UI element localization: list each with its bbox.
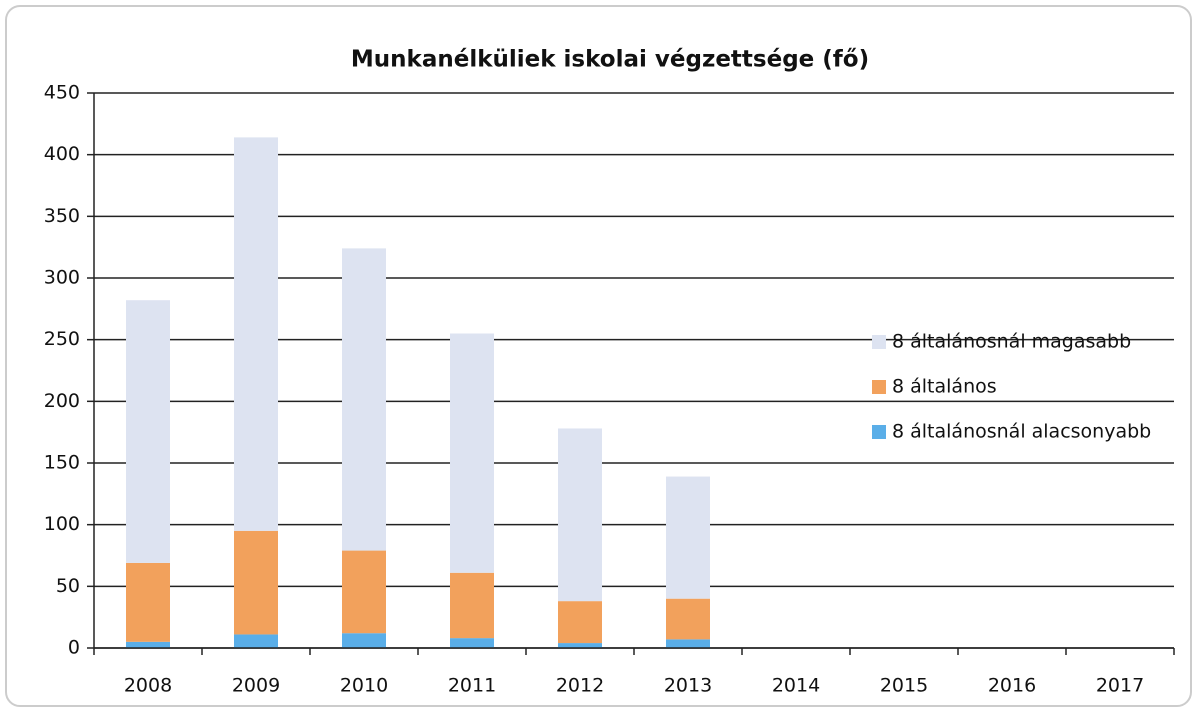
y-tick-label: 350 [44,205,80,227]
bar-segment [450,572,494,639]
bar-segment [558,643,602,648]
bar-segment [234,137,278,531]
bar-segment [666,476,710,599]
bar-segment [450,638,494,648]
x-tick-label: 2013 [664,675,712,697]
y-tick-label: 150 [44,452,80,474]
x-tick-label: 2009 [232,675,280,697]
x-tick-label: 2010 [340,675,388,697]
bar-segment [234,634,278,648]
legend-label: 8 általánosnál magasabb [892,331,1131,353]
bar-segment [342,550,386,634]
legend-swatch [872,380,886,394]
chart-border [5,5,1192,707]
bar-segment [234,530,278,635]
y-tick-label: 450 [44,82,80,104]
bar-segment [558,428,602,602]
x-tick-label: 2012 [556,675,604,697]
x-tick-label: 2011 [448,675,496,697]
y-tick-label: 300 [44,267,80,289]
y-tick-label: 200 [44,390,80,412]
x-tick-label: 2016 [988,675,1036,697]
bar-segment [126,641,170,648]
x-tick-label: 2017 [1096,675,1144,697]
x-tick-label: 2008 [124,675,172,697]
chart-title: Munkanélküliek iskolai végzettsége (fő) [351,47,869,73]
bar-segment [450,333,494,573]
y-tick-label: 100 [44,513,80,535]
bar-segment [126,562,170,642]
x-tick-label: 2014 [772,675,820,697]
bar-segment [342,633,386,648]
y-tick-label: 0 [68,637,80,659]
y-tick-label: 250 [44,328,80,350]
x-tick-label: 2015 [880,675,928,697]
bar-segment [342,248,386,551]
bar-segment [666,639,710,648]
bar-segment [126,300,170,563]
legend-swatch [872,335,886,349]
bar-segment [666,598,710,640]
legend-label: 8 általános [892,376,997,398]
legend-label: 8 általánosnál alacsonyabb [892,421,1151,443]
y-tick-label: 400 [44,143,80,165]
y-tick-label: 50 [56,575,80,597]
bar-segment [558,601,602,644]
legend-swatch [872,425,886,439]
